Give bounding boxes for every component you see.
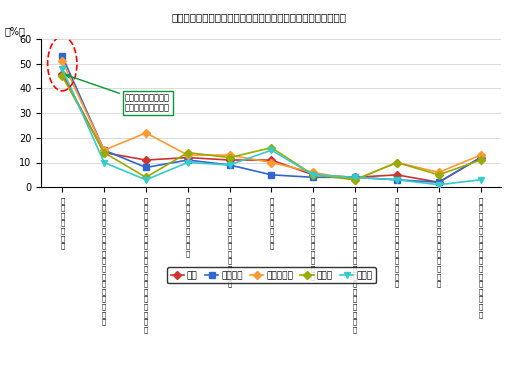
Line: 単身層: 単身層 [59,73,483,183]
ひとり親層 [352,177,358,182]
単身層 [268,145,275,150]
ひとり親層 [185,153,191,158]
低所得層 [59,54,65,58]
高齢層 [101,160,107,165]
Legend: 全体, 低所得層, ひとり親層, 単身層, 高齢層: 全体, 低所得層, ひとり親層, 単身層, 高齢層 [167,267,376,284]
低所得層 [185,158,191,162]
低所得層 [143,165,149,170]
全体 [101,150,107,155]
単身層 [101,150,107,155]
単身層 [352,177,358,182]
ひとり親層 [226,153,233,158]
低所得層 [436,180,442,184]
高齢層 [143,177,149,182]
高齢層 [478,177,484,182]
低所得層 [394,177,400,182]
ひとり親層 [143,131,149,135]
全体 [268,158,275,162]
全体 [310,172,316,177]
Text: インターネットで解決した生活上の課題は「健康」が最も多い: インターネットで解決した生活上の課題は「健康」が最も多い [171,12,346,22]
単身層 [59,74,65,78]
全体 [478,155,484,160]
単身層 [143,175,149,180]
低所得層 [478,155,484,160]
ひとり親層 [310,170,316,175]
高齢層 [59,66,65,71]
全体 [59,71,65,76]
低所得層 [226,163,233,167]
高齢層 [352,175,358,180]
全体 [185,155,191,160]
低所得層 [352,175,358,180]
Line: ひとり親層: ひとり親層 [59,58,483,183]
Line: 高齢層: 高齢層 [59,65,484,188]
低所得層 [268,172,275,177]
ひとり親層 [478,153,484,158]
Text: 対象全セグメントで
「健康」が最も多い: 対象全セグメントで 「健康」が最も多い [66,74,170,113]
単身層 [310,172,316,177]
単身層 [478,158,484,162]
高齢層 [185,160,191,165]
高齢層 [436,183,442,187]
全体 [226,158,233,162]
高齢層 [310,172,316,177]
単身層 [436,172,442,177]
全体 [394,172,400,177]
Text: （%）: （%） [5,26,25,36]
単身層 [394,160,400,165]
全体 [143,158,149,162]
高齢層 [268,148,275,152]
ひとり親層 [268,160,275,165]
単身層 [185,150,191,155]
低所得層 [310,175,316,180]
高齢層 [394,177,400,182]
全体 [352,175,358,180]
ひとり親層 [394,160,400,165]
全体 [436,180,442,184]
ひとり親層 [436,170,442,175]
Line: 低所得層: 低所得層 [59,53,483,185]
Line: 全体: 全体 [59,71,483,185]
ひとり親層 [59,59,65,64]
低所得層 [101,148,107,152]
単身層 [226,155,233,160]
高齢層 [226,163,233,167]
ひとり親層 [101,148,107,152]
